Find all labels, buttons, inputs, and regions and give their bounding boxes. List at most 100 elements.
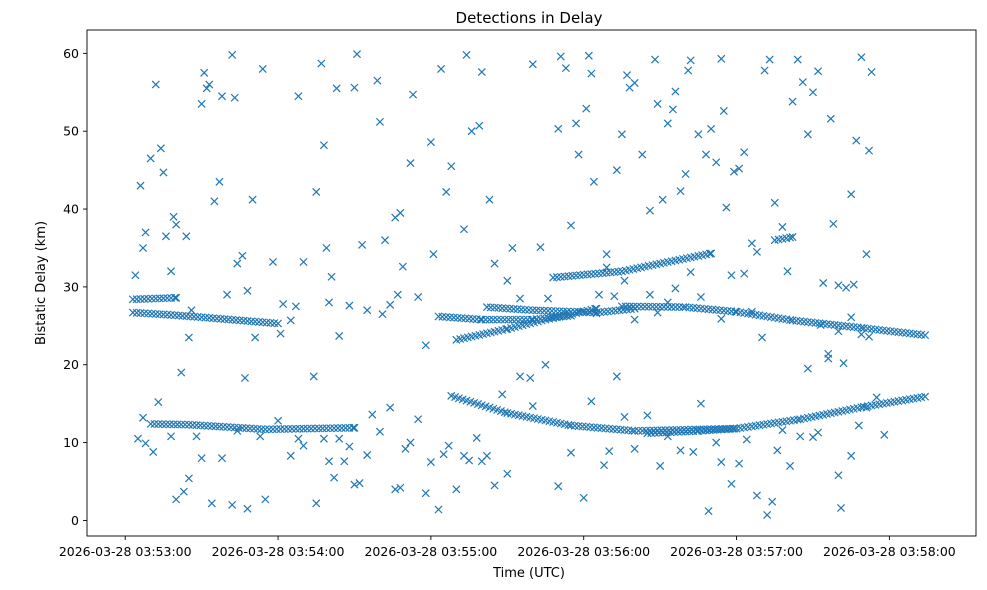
detection-marker: [467, 127, 476, 136]
detection-marker: [207, 499, 216, 508]
x-axis-label: Time (UTC): [492, 566, 565, 581]
detection-marker: [391, 485, 400, 494]
detection-marker: [502, 325, 511, 334]
detection-marker: [333, 424, 342, 433]
detection-marker: [197, 454, 206, 463]
detection-marker: [401, 444, 410, 453]
detection-marker: [490, 481, 499, 490]
detection-marker: [475, 121, 484, 130]
detection-marker: [177, 368, 186, 377]
detection-marker: [154, 398, 163, 407]
detection-marker: [758, 333, 767, 342]
detection-marker: [159, 168, 168, 177]
detection-marker: [406, 438, 415, 447]
detection-marker: [233, 426, 242, 435]
detection-marker: [528, 60, 537, 69]
detection-marker: [612, 166, 621, 175]
detection-marker: [849, 280, 858, 289]
detection-marker: [398, 262, 407, 271]
detection-marker: [350, 83, 359, 92]
detection-marker: [373, 76, 382, 85]
detection-marker: [658, 195, 667, 204]
detection-marker: [803, 364, 812, 373]
detection-marker: [375, 117, 384, 126]
detection-marker: [319, 141, 328, 150]
detection-marker: [184, 333, 193, 342]
detection-marker: [717, 314, 726, 323]
y-tick-label: 30: [63, 279, 79, 294]
detection-marker: [796, 432, 805, 441]
detection-marker: [500, 315, 509, 324]
detection-marker: [644, 302, 653, 311]
detection-marker: [671, 87, 680, 96]
detection-marker: [172, 495, 181, 504]
detection-marker: [638, 150, 647, 159]
detection-marker: [630, 444, 639, 453]
detection-marker: [592, 309, 601, 318]
detection-marker: [602, 263, 611, 272]
detection-marker: [314, 424, 323, 433]
detection-marker: [541, 360, 550, 369]
detection-marker: [350, 423, 359, 432]
detection-marker: [824, 349, 833, 358]
detection-marker: [146, 154, 155, 163]
detection-marker: [566, 448, 576, 457]
detection-marker: [462, 50, 471, 59]
detection-marker: [322, 424, 331, 433]
detection-marker: [172, 293, 181, 302]
detection-marker: [299, 441, 308, 450]
detection-marker: [742, 435, 751, 444]
detection-marker: [589, 308, 598, 317]
detection-marker: [689, 447, 698, 456]
detection-marker: [459, 225, 469, 234]
detection-marker: [617, 302, 626, 311]
detection-marker: [857, 330, 866, 339]
detection-marker: [516, 372, 525, 381]
detection-marker: [663, 298, 672, 307]
detection-marker: [421, 341, 430, 350]
detection-marker: [169, 420, 178, 429]
detection-marker: [834, 471, 843, 480]
detection-marker: [355, 479, 364, 488]
data-points: [128, 50, 930, 520]
detection-marker: [309, 372, 318, 381]
detection-marker: [381, 236, 390, 245]
detection-marker: [340, 457, 349, 466]
detection-marker: [319, 434, 328, 443]
detection-marker: [765, 55, 774, 64]
detection-marker: [694, 130, 703, 139]
detection-marker: [686, 268, 695, 277]
detection-marker: [847, 451, 856, 460]
detection-marker: [258, 64, 267, 73]
detection-marker: [161, 420, 170, 429]
detection-marker: [589, 177, 598, 186]
detection-marker: [341, 423, 350, 432]
detection-marker: [426, 138, 435, 147]
detection-marker: [294, 92, 303, 101]
detection-marker: [154, 420, 163, 429]
detection-marker: [274, 319, 283, 328]
detection-marker: [717, 458, 726, 467]
detection-marker: [439, 450, 448, 459]
detection-marker: [217, 92, 227, 101]
detection-marker: [243, 286, 252, 295]
detection-marker: [526, 373, 535, 382]
detection-marker: [498, 390, 507, 399]
detection-marker: [867, 68, 876, 77]
detection-marker: [857, 53, 866, 62]
detection-marker: [393, 290, 402, 299]
detection-marker: [684, 66, 693, 75]
detection-marker: [656, 461, 665, 470]
detection-marker: [798, 78, 807, 87]
detection-marker: [679, 303, 688, 312]
detection-marker: [421, 489, 430, 498]
detection-marker: [345, 442, 354, 451]
detection-marker: [872, 393, 881, 402]
detection-marker: [261, 495, 270, 504]
detection-marker: [629, 302, 638, 311]
detection-marker: [921, 392, 930, 401]
x-tick-label: 2026-03-28 03:54:00: [212, 544, 345, 559]
detection-marker: [600, 461, 609, 470]
detection-marker: [477, 68, 486, 77]
detection-marker: [452, 485, 461, 494]
